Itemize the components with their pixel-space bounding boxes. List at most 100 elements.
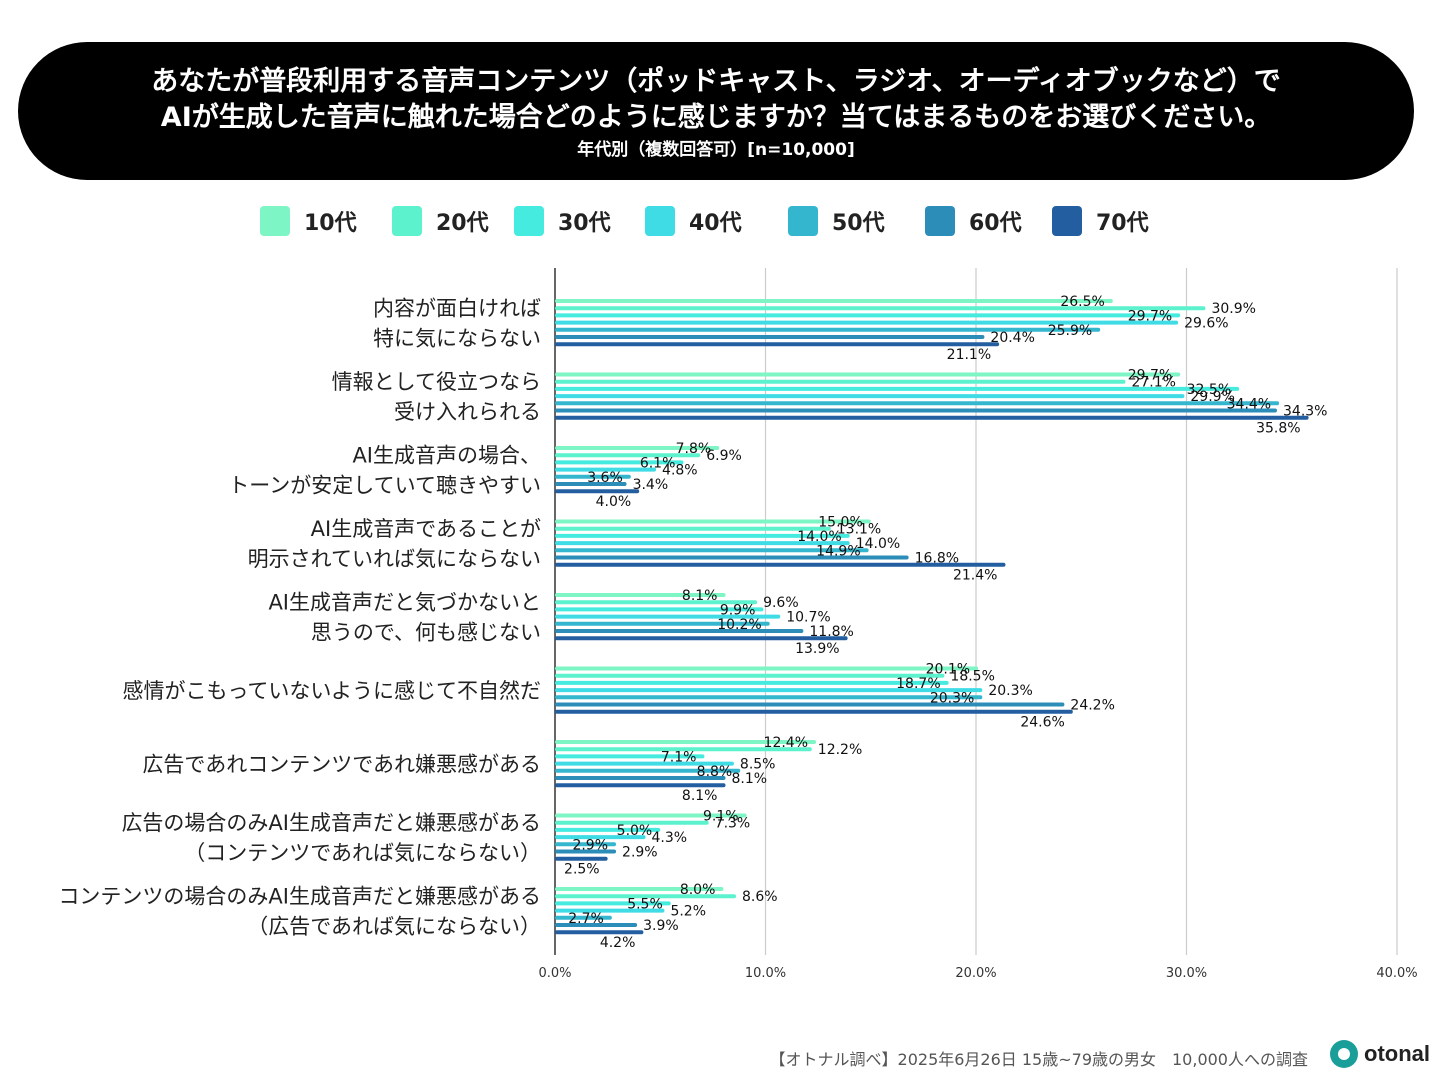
- bar-70代: [555, 342, 1000, 347]
- bar-60代: [555, 408, 1278, 413]
- category-label: 特に気にならない: [373, 327, 541, 351]
- chart-title-line1: あなたが普段利用する音声コンテンツ（ポッドキャスト、ラジオ、オーディオブックなど…: [151, 66, 1281, 97]
- value-label: 32.5%: [1187, 382, 1231, 398]
- value-label: 7.1%: [661, 749, 697, 765]
- value-label: 9.9%: [720, 602, 756, 618]
- value-label: 2.7%: [568, 911, 604, 927]
- value-label: 5.5%: [627, 896, 663, 912]
- category-label: 明示されていれば気にならない: [248, 547, 541, 571]
- value-label: 8.1%: [732, 771, 768, 787]
- bar-70代: [555, 415, 1309, 420]
- legend-item-7: 70代: [1052, 203, 1149, 239]
- category-label: 感情がこもっていないように感じて不自然だ: [122, 679, 541, 703]
- bar-20代: [555, 673, 945, 678]
- bar-60代: [555, 776, 726, 780]
- bar-10代: [555, 666, 979, 671]
- value-label: 3.6%: [587, 470, 623, 486]
- legend-label: 50代: [832, 211, 885, 236]
- category-label: （コンテンツであれば気にならない）: [184, 841, 541, 865]
- bar-60代: [555, 849, 617, 854]
- value-label: 15.0%: [818, 515, 862, 531]
- legend-label: 30代: [558, 211, 611, 236]
- category-label: コンテンツの場合のみAI生成音声だと嫌悪感がある: [58, 885, 541, 909]
- bar-30代: [555, 386, 1240, 391]
- bar-20代: [555, 747, 812, 752]
- value-label: 7.3%: [715, 816, 751, 832]
- value-label: 8.6%: [742, 889, 778, 905]
- value-label: 5.0%: [617, 823, 653, 839]
- value-label: 9.6%: [763, 595, 799, 611]
- bar-70代: [555, 930, 644, 935]
- category-label: （広告であれば気にならない）: [247, 915, 541, 939]
- bar-20代: [555, 600, 758, 605]
- legend-item-6: 60代: [925, 203, 1022, 239]
- legend-item-5: 50代: [788, 203, 885, 239]
- category-label: AI生成音声であることが: [311, 517, 541, 541]
- value-label: 8.1%: [682, 588, 718, 604]
- bar-40代: [555, 541, 850, 546]
- bar-10代: [555, 519, 871, 524]
- legend-swatch: [260, 206, 290, 236]
- legend-label: 10代: [304, 211, 357, 236]
- bar-70代: [555, 709, 1073, 714]
- value-label: 4.2%: [600, 935, 636, 951]
- value-label: 4.0%: [596, 494, 632, 510]
- value-label: 12.2%: [818, 742, 862, 758]
- legend-label: 20代: [436, 211, 489, 236]
- value-label: 14.0%: [797, 529, 841, 545]
- bar-50代: [555, 915, 612, 920]
- bar-30代: [555, 754, 705, 759]
- value-label: 24.6%: [1020, 715, 1064, 731]
- value-label: 20.3%: [988, 683, 1032, 699]
- value-label: 6.1%: [640, 455, 676, 471]
- value-label: 14.0%: [856, 536, 900, 552]
- value-label: 2.9%: [572, 837, 608, 853]
- bar-20代: [555, 894, 737, 899]
- value-label: 29.6%: [1184, 316, 1228, 332]
- bar-30代: [555, 827, 661, 832]
- value-label: 13.1%: [837, 522, 881, 538]
- brand-name: otonal: [1364, 1041, 1430, 1066]
- bar-40代: [555, 320, 1179, 325]
- value-label: 16.8%: [915, 551, 959, 567]
- bar-10代: [555, 740, 817, 744]
- bar-20代: [555, 379, 1126, 384]
- category-label: 内容が面白ければ: [373, 297, 541, 321]
- bar-50代: [555, 621, 770, 626]
- value-label: 13.9%: [795, 641, 839, 657]
- value-label: 34.4%: [1227, 396, 1271, 412]
- bar-40代: [555, 688, 983, 693]
- value-label: 29.7%: [1128, 308, 1172, 324]
- bar-20代: [555, 306, 1206, 311]
- bar-30代: [555, 533, 850, 538]
- x-tick-label: 10.0%: [745, 966, 786, 981]
- value-label: 4.3%: [652, 830, 688, 846]
- value-label: 10.7%: [786, 610, 830, 626]
- x-tick-label: 40.0%: [1376, 966, 1417, 981]
- category-label: 情報として役立つなら: [332, 370, 541, 394]
- bar-60代: [555, 335, 985, 339]
- x-tick-label: 0.0%: [538, 966, 571, 981]
- value-label: 25.9%: [1048, 323, 1092, 339]
- legend-swatch: [514, 206, 544, 236]
- bar-40代: [555, 761, 734, 766]
- bar-10代: [555, 446, 720, 450]
- source-note: 【オトナル調べ】2025年6月26日 15歳~79歳の男女 10,000人への調…: [769, 1050, 1308, 1069]
- value-label: 4.8%: [662, 463, 698, 479]
- value-label: 5.2%: [670, 904, 706, 920]
- bar-60代: [555, 482, 627, 486]
- value-label: 34.3%: [1283, 404, 1327, 420]
- value-label: 18.7%: [896, 676, 940, 692]
- bar-50代: [555, 548, 869, 553]
- value-label: 3.9%: [643, 918, 679, 934]
- value-label: 35.8%: [1256, 421, 1300, 437]
- value-label: 9.1%: [703, 809, 739, 825]
- bar-70代: [555, 489, 640, 494]
- value-label: 26.5%: [1060, 294, 1104, 310]
- value-label: 8.5%: [740, 757, 776, 773]
- category-label: 受け入れられる: [394, 400, 541, 424]
- bar-30代: [555, 901, 671, 906]
- legend-swatch: [392, 206, 422, 236]
- value-label: 20.4%: [990, 330, 1034, 346]
